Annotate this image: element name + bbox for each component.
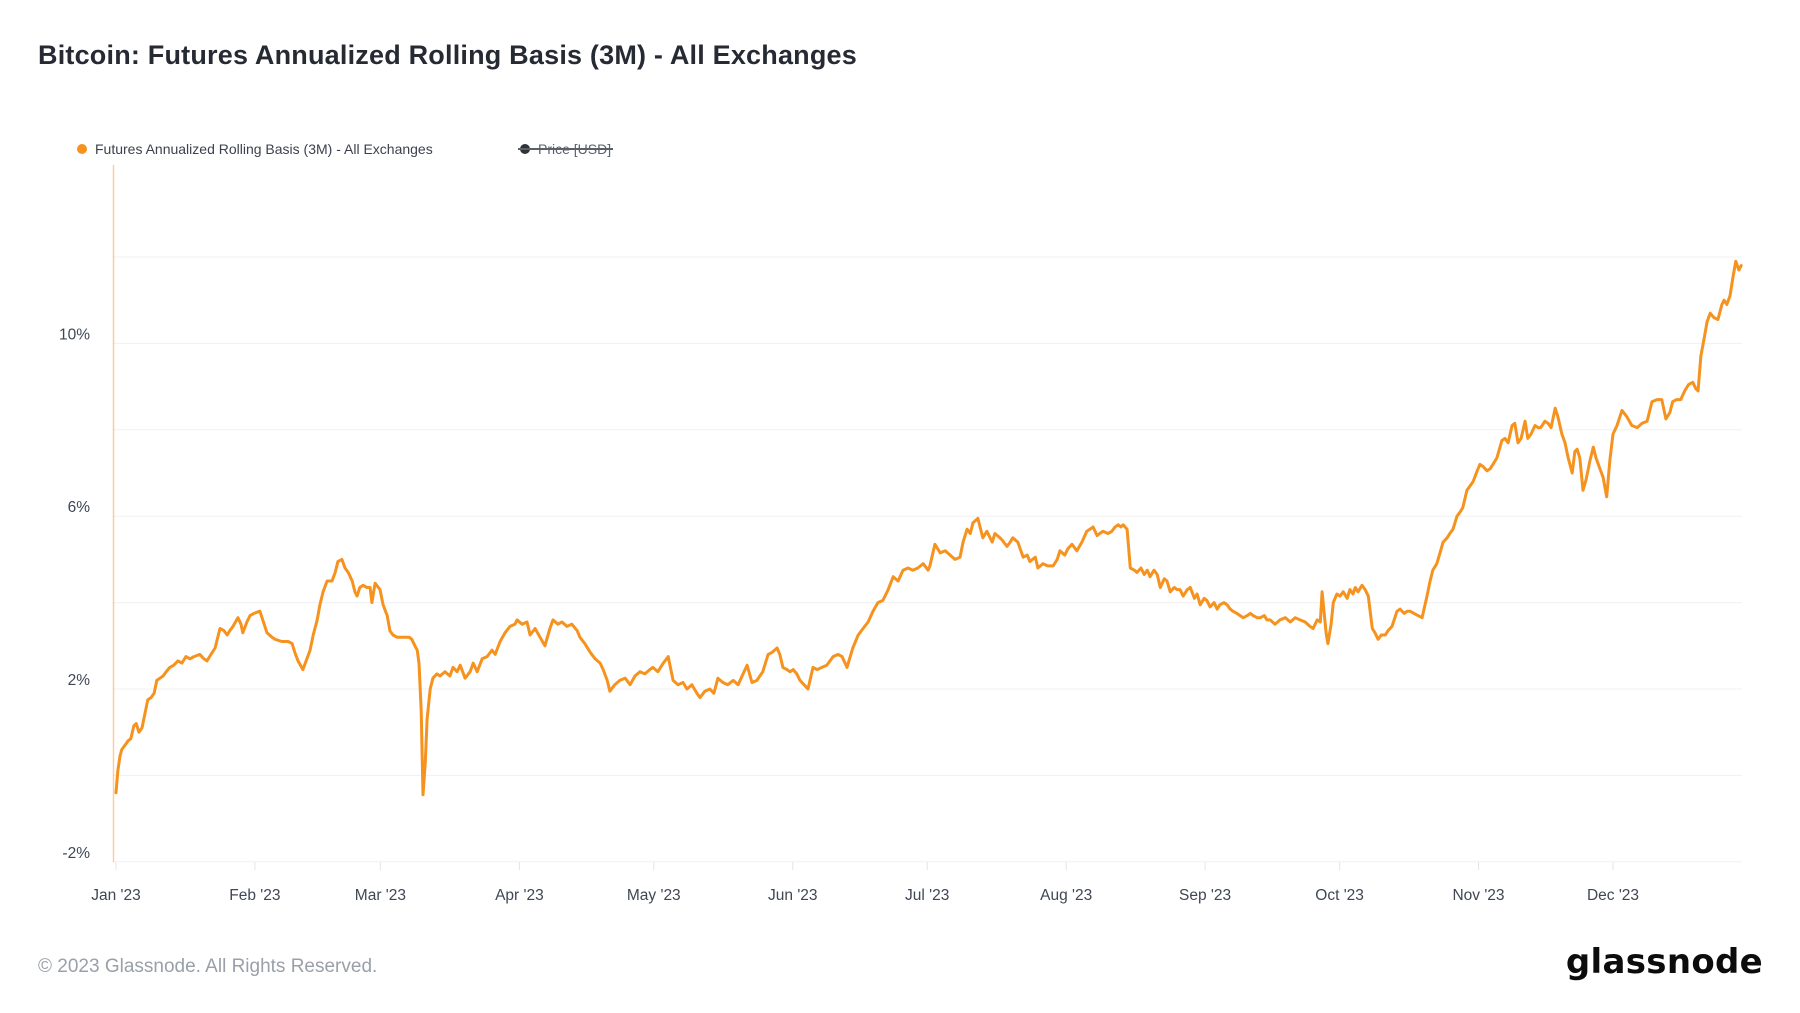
x-axis-label: Jul '23 bbox=[905, 887, 949, 904]
y-axis-label: 6% bbox=[68, 499, 91, 516]
legend-item-price-disabled[interactable]: Price [USD] bbox=[517, 141, 614, 157]
page-title: Bitcoin: Futures Annualized Rolling Basi… bbox=[38, 40, 857, 70]
x-axis-label: Jun '23 bbox=[768, 887, 818, 904]
x-axis-label: Feb '23 bbox=[229, 887, 280, 904]
y-axis-label: 10% bbox=[59, 326, 90, 343]
legend-dot-basis-icon bbox=[77, 144, 87, 154]
x-axis-label: Jan '23 bbox=[91, 887, 141, 904]
legend-item-basis[interactable]: Futures Annualized Rolling Basis (3M) - … bbox=[77, 141, 433, 157]
x-axis-label: Nov '23 bbox=[1452, 887, 1504, 904]
x-axis-label: Oct '23 bbox=[1315, 887, 1364, 904]
y-axis-label: 2% bbox=[68, 672, 91, 689]
y-axis-label: -2% bbox=[62, 845, 90, 862]
basis-series-line bbox=[114, 259, 1743, 797]
x-axis-label: Dec '23 bbox=[1587, 887, 1639, 904]
legend-label-basis: Futures Annualized Rolling Basis (3M) - … bbox=[95, 141, 433, 157]
x-axis-label: May '23 bbox=[627, 887, 681, 904]
glassnode-logo: glassnode bbox=[1565, 942, 1763, 982]
x-axis-label: Aug '23 bbox=[1040, 887, 1092, 904]
copyright-text: © 2023 Glassnode. All Rights Reserved. bbox=[38, 956, 378, 977]
x-axis-label: Apr '23 bbox=[495, 887, 544, 904]
x-axis-label: Mar '23 bbox=[355, 887, 406, 904]
x-axis-label: Sep '23 bbox=[1179, 887, 1231, 904]
